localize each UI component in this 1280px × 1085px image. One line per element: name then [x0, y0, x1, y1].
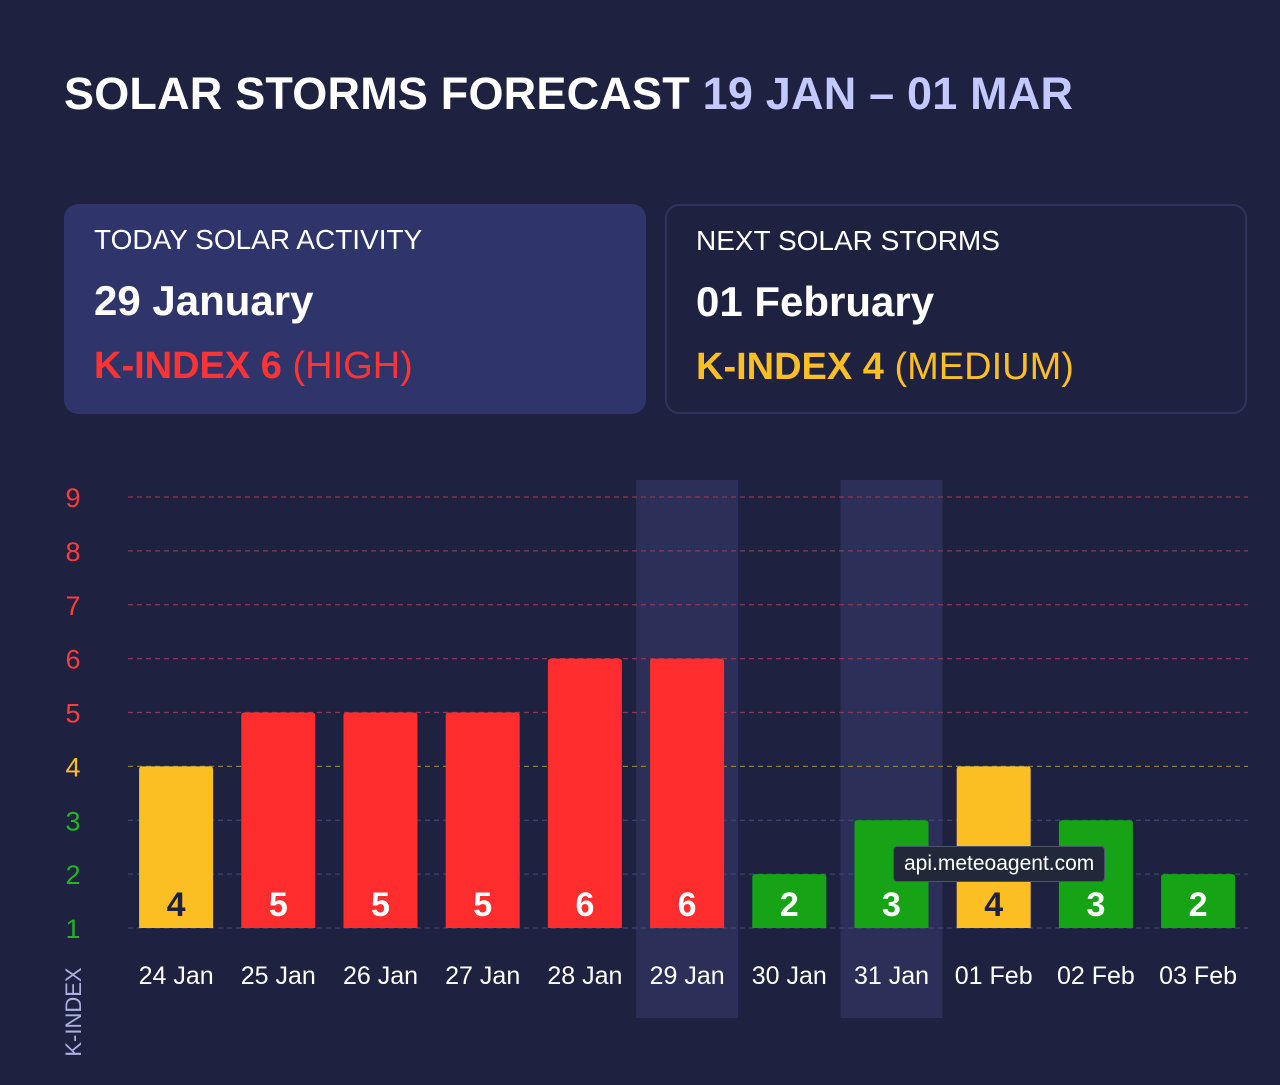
bar-value-label: 2	[1189, 886, 1208, 924]
bar-value-label: 5	[473, 886, 492, 924]
bar	[752, 874, 827, 928]
x-tick-label: 24 Jan	[139, 962, 214, 990]
y-tick-label: 3	[65, 806, 80, 836]
today-kindex-line: K-INDEX 6 (HIGH)	[94, 344, 616, 388]
x-tick-label: 25 Jan	[241, 962, 316, 990]
highlight-band	[840, 480, 943, 1018]
x-tick-label: 30 Jan	[752, 962, 827, 990]
y-tick-label: 5	[65, 699, 80, 729]
bar	[343, 712, 418, 928]
today-kindex-level: (HIGH)	[292, 345, 413, 387]
bar-value-label: 4	[167, 886, 186, 924]
x-tick-label: 02 Feb	[1057, 962, 1135, 990]
today-card-label: TODAY SOLAR ACTIVITY	[94, 224, 423, 255]
watermark-label: api.meteoagent.com	[893, 846, 1106, 882]
y-tick-label: 7	[65, 591, 80, 621]
bar	[445, 712, 520, 928]
x-tick-label: 29 Jan	[650, 962, 725, 990]
y-tick-label: 4	[65, 752, 80, 782]
next-card-label: NEXT SOLAR STORMS	[696, 225, 1000, 256]
y-tick-label: 9	[65, 483, 80, 513]
bar	[547, 658, 622, 928]
x-tick-label: 31 Jan	[854, 962, 929, 990]
today-card-date: 29 January	[94, 277, 314, 324]
bar-value-label: 5	[371, 886, 390, 924]
bar-value-label: 5	[269, 886, 288, 924]
bar	[139, 766, 214, 928]
next-card-date: 01 February	[696, 278, 935, 325]
x-tick-label: 28 Jan	[547, 962, 622, 990]
x-tick-label: 01 Feb	[955, 962, 1033, 990]
today-kindex-value: K-INDEX 6	[94, 345, 282, 387]
bar	[650, 658, 725, 928]
bar-value-label: 6	[678, 886, 697, 924]
y-tick-label: 2	[65, 860, 80, 890]
bar	[1161, 874, 1236, 928]
y-axis-title: K-INDEX	[61, 967, 86, 1057]
x-tick-label: 03 Feb	[1159, 962, 1237, 990]
bar-value-label: 4	[984, 886, 1003, 924]
x-tick-label: 26 Jan	[343, 962, 418, 990]
next-storms-card: NEXT SOLAR STORMS 01 February K-INDEX 4 …	[665, 204, 1247, 414]
page-title: SOLAR STORMS FORECAST 19 JAN – 01 MAR	[64, 66, 1073, 122]
next-kindex-line: K-INDEX 4 (MEDIUM)	[696, 345, 1216, 389]
x-tick-label: 27 Jan	[445, 962, 520, 990]
y-tick-label: 8	[65, 537, 80, 567]
bar-value-label: 3	[882, 886, 901, 924]
title-date-range: 19 JAN – 01 MAR	[702, 68, 1074, 119]
next-kindex-value: K-INDEX 4	[696, 346, 884, 388]
next-kindex-level: (MEDIUM)	[894, 346, 1074, 388]
today-activity-card: TODAY SOLAR ACTIVITY 29 January K-INDEX …	[64, 204, 646, 414]
y-tick-label: 1	[65, 914, 80, 944]
bar-value-label: 2	[780, 886, 799, 924]
bar-value-label: 3	[1086, 886, 1105, 924]
bar	[241, 712, 316, 928]
bar-value-label: 6	[575, 886, 594, 924]
y-tick-label: 6	[65, 645, 80, 675]
title-main: SOLAR STORMS FORECAST	[64, 68, 690, 119]
